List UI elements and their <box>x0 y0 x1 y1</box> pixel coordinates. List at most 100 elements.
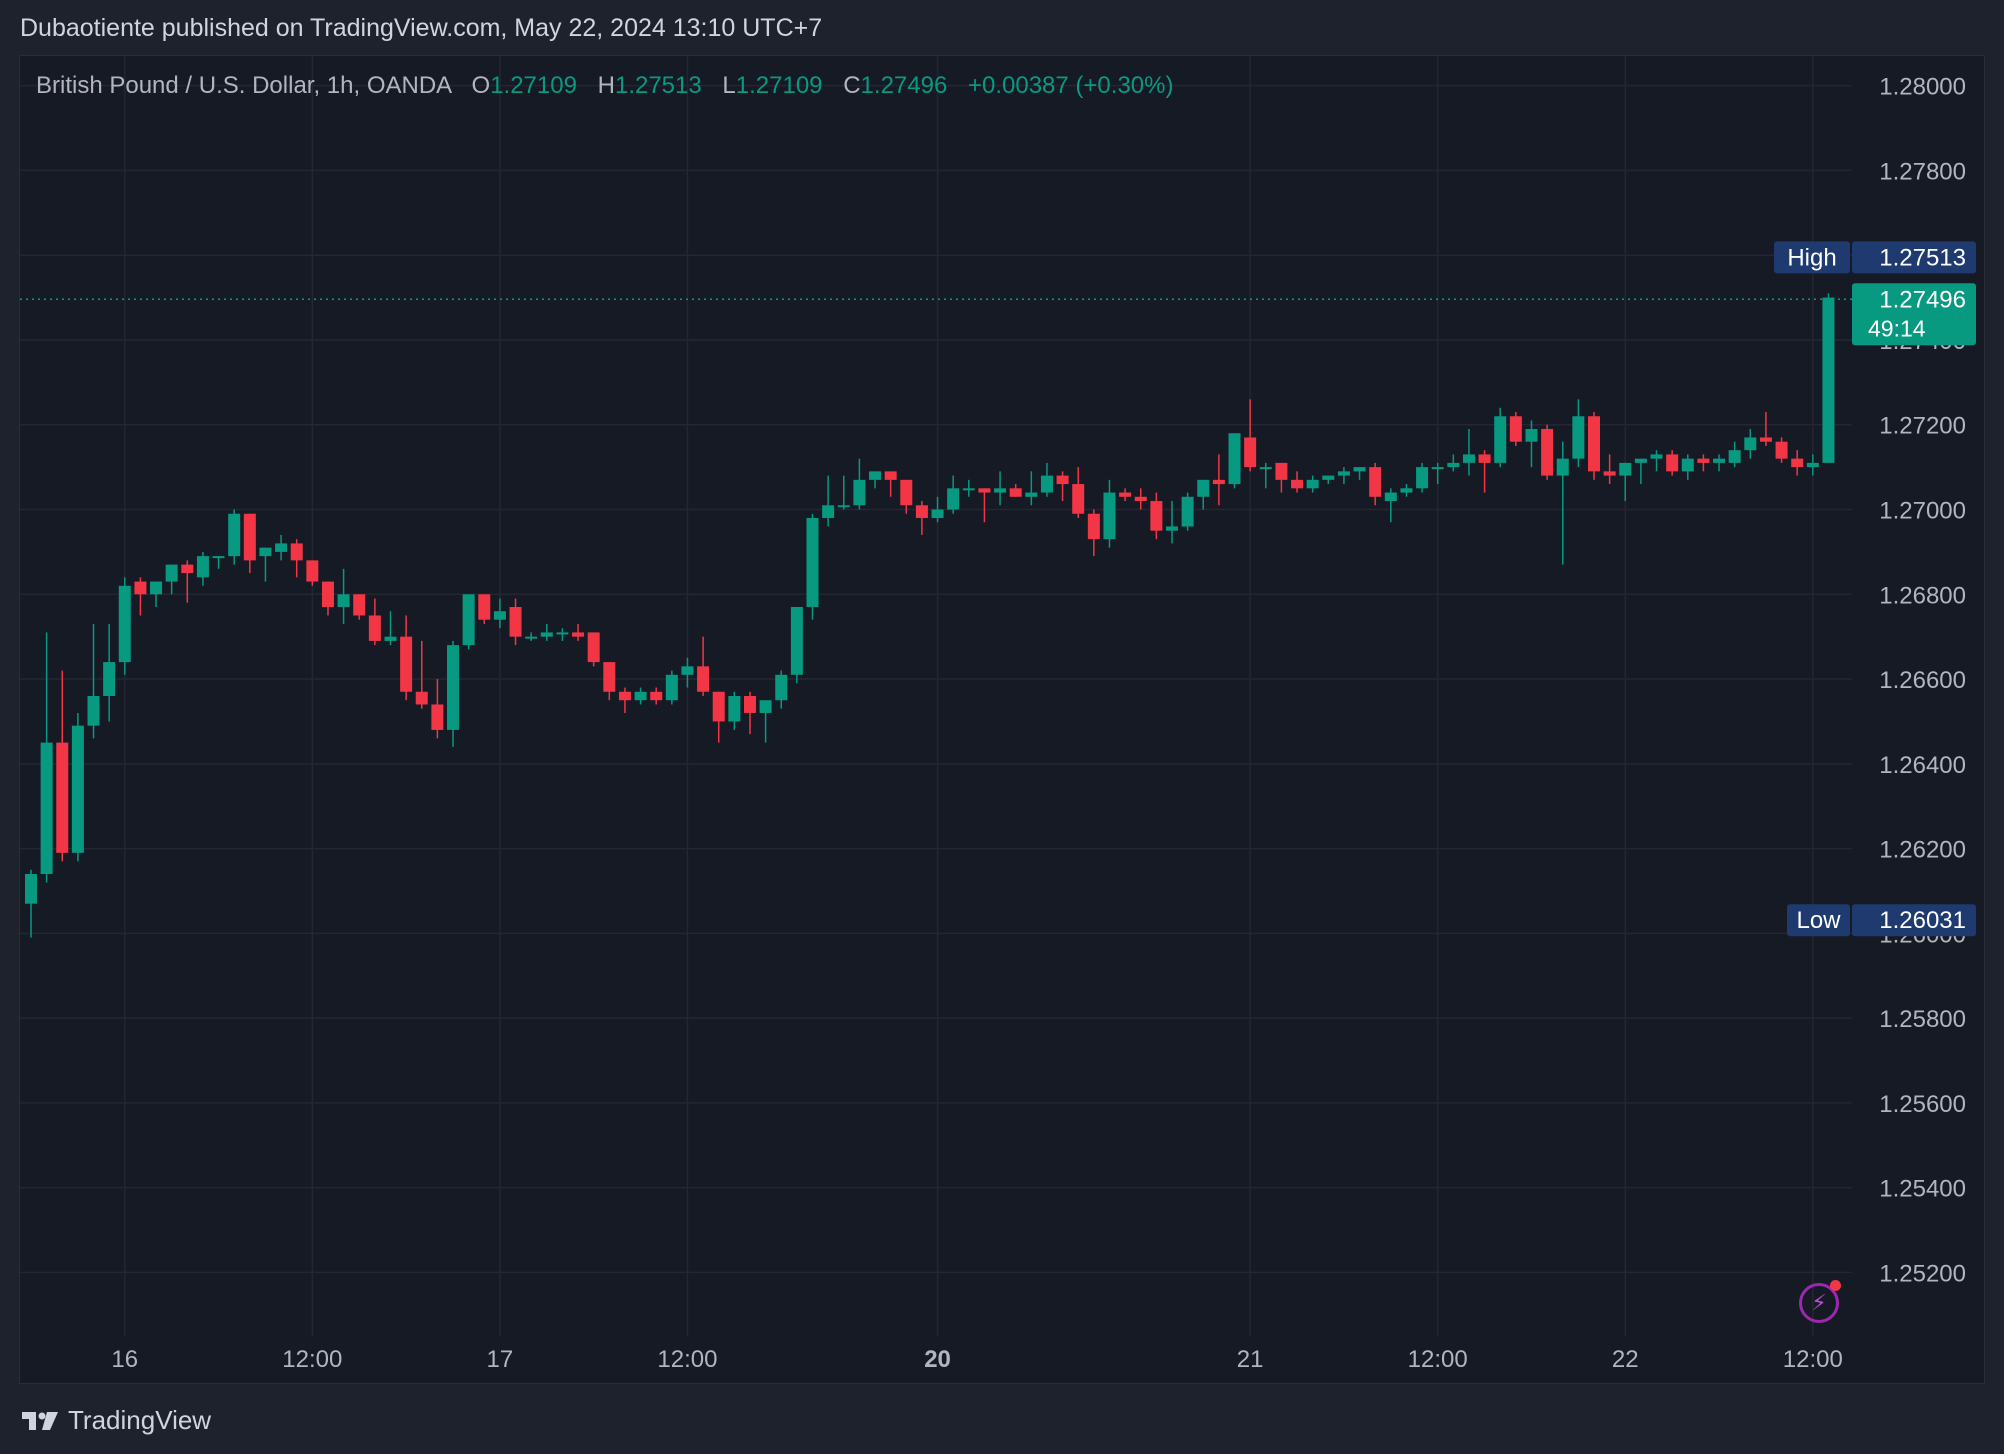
candle-body <box>25 874 37 904</box>
candle <box>400 615 413 701</box>
candle-body <box>1509 416 1522 442</box>
candle <box>743 691 756 735</box>
candle <box>900 479 913 514</box>
candle-body <box>1759 437 1772 442</box>
candle-body <box>1150 501 1163 531</box>
candle-body <box>1462 454 1475 463</box>
high-label: 1.27513 High <box>1774 241 1976 274</box>
x-tick-label: 21 <box>1237 1346 1264 1373</box>
time-axis: 16 12:00 17 12:00 20 21 12:00 22 12:00 <box>111 1346 1842 1373</box>
y-tick-label: 1.27800 <box>1879 158 1966 185</box>
candle <box>1775 437 1788 463</box>
candle-body <box>509 606 522 637</box>
last-price-value: 1.27496 <box>1879 286 1966 313</box>
high-label: H <box>597 72 615 99</box>
candle-body <box>290 543 303 561</box>
bar-countdown: 49:14 <box>1868 315 1926 341</box>
candle-body <box>650 691 663 701</box>
candle <box>290 539 303 578</box>
candle-body <box>947 488 960 510</box>
candle-body <box>71 725 84 853</box>
candle <box>368 598 381 646</box>
candle-body <box>681 666 694 675</box>
high-label-value-bg <box>1852 241 1976 274</box>
candle <box>665 670 678 705</box>
candle <box>1322 475 1335 485</box>
candle-body <box>759 700 772 713</box>
candle <box>884 471 897 497</box>
close-label: C <box>843 72 861 99</box>
notification-dot <box>1830 1280 1841 1291</box>
candle-body <box>806 517 819 607</box>
y-tick-label: 1.25400 <box>1879 1176 1966 1203</box>
candle <box>556 628 569 641</box>
candle <box>869 471 882 489</box>
candle <box>1072 467 1085 518</box>
x-tick-label: 12:00 <box>282 1346 342 1373</box>
footer-brand[interactable]: TradingView <box>20 1405 211 1436</box>
candle <box>1478 450 1491 493</box>
candle <box>603 662 616 701</box>
y-tick-label: 1.26400 <box>1879 752 1966 779</box>
candle <box>1541 424 1554 480</box>
candle <box>931 496 944 523</box>
candle <box>1681 454 1694 480</box>
candle <box>681 657 694 688</box>
candle <box>56 670 69 862</box>
candle-body <box>228 513 241 557</box>
candle-body <box>1416 467 1429 489</box>
candle <box>118 577 131 675</box>
candle <box>1181 492 1194 531</box>
low-value: 1.27109 <box>735 72 823 99</box>
candle-body <box>87 696 100 726</box>
x-tick-label: 17 <box>487 1346 514 1373</box>
brand-name: TradingView <box>68 1405 212 1435</box>
candle-body <box>931 509 944 518</box>
candle-body <box>1744 437 1757 451</box>
candle <box>337 568 350 624</box>
candle-body <box>1103 492 1116 540</box>
candle <box>259 547 272 582</box>
candle-body <box>884 471 897 480</box>
y-tick-label: 1.27000 <box>1879 498 1966 525</box>
candle-body <box>1181 496 1194 527</box>
candle-body <box>962 488 975 491</box>
candle-body <box>306 560 319 582</box>
candle-body <box>462 594 475 646</box>
candle-body <box>665 674 678 701</box>
candle <box>25 869 37 938</box>
candle-body <box>1525 428 1538 442</box>
candle-body <box>1306 479 1319 489</box>
chart-pane[interactable] <box>19 55 1985 1384</box>
candle-body <box>1087 513 1100 540</box>
last-price-bg <box>1852 283 1976 346</box>
candle <box>212 556 225 569</box>
candle <box>1494 407 1507 468</box>
candle <box>1056 471 1069 502</box>
candle <box>1103 479 1116 548</box>
candle <box>822 475 835 527</box>
candle-body <box>556 632 569 635</box>
candle-body <box>1165 526 1178 531</box>
candle <box>525 632 538 641</box>
low-label-text: Low <box>1796 907 1841 934</box>
candle-body <box>1040 475 1053 493</box>
candle-body <box>1119 492 1132 497</box>
lightning-icon[interactable]: ⚡ <box>1799 1280 1841 1323</box>
candle-body <box>1025 492 1038 497</box>
candle-body <box>368 615 381 641</box>
candle <box>150 581 163 607</box>
candle <box>1447 454 1460 472</box>
candle <box>1134 488 1147 510</box>
candle <box>978 488 991 523</box>
x-tick-label: 20 <box>924 1346 951 1373</box>
high-label-text: High <box>1787 244 1836 271</box>
candle-body <box>994 488 1007 493</box>
candle <box>915 501 928 535</box>
candle-body <box>431 704 444 730</box>
symbol-title[interactable]: British Pound / U.S. Dollar, 1h, OANDA <box>36 72 451 99</box>
candle <box>447 640 460 747</box>
candle <box>165 564 178 595</box>
